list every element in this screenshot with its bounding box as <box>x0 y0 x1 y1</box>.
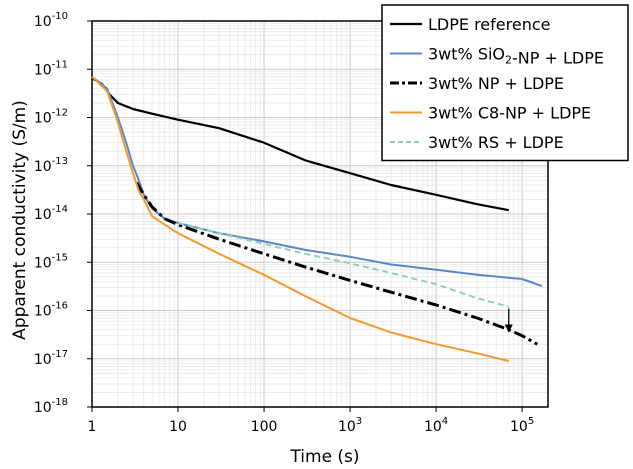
series-line-2 <box>135 181 539 346</box>
x-axis-label: Time (s) <box>289 447 359 467</box>
legend-label-1: 3wt% SiO2-NP + LDPE <box>428 45 604 68</box>
data-series <box>91 75 543 362</box>
x-tick-label: 104 <box>424 416 448 435</box>
y-tick-label: 10-14 <box>34 204 68 223</box>
y-tick-label: 10-12 <box>34 108 68 127</box>
y-tick-label: 10-10 <box>34 11 68 30</box>
y-tick-label: 10-13 <box>34 156 68 175</box>
y-tick-label: 10-16 <box>34 301 68 320</box>
axis-ticks: 1 10 100 103 104 105 10-10 10-11 10-12 10-13 10-14… <box>34 11 534 435</box>
y-tick-label: 10-15 <box>34 252 68 271</box>
legend-label-4: 3wt% RS + LDPE <box>428 133 564 152</box>
legend-label-0: LDPE reference <box>428 15 550 34</box>
legend: LDPE reference 3wt% SiO2-NP + LDPE 3wt% NP… <box>381 4 629 162</box>
y-tick-label: 10-17 <box>34 349 68 368</box>
legend-label-3: 3wt% C8-NP + LDPE <box>428 104 591 123</box>
series-line-3 <box>91 75 510 362</box>
y-axis-label: Apparent conductivity (S/m) <box>10 100 30 340</box>
x-tick-label: 105 <box>510 416 534 435</box>
arrow-head <box>504 324 513 333</box>
series-line-4 <box>177 222 510 308</box>
series-line-0 <box>91 77 510 212</box>
annotations <box>504 308 513 333</box>
x-tick-label: 1 <box>88 419 97 435</box>
x-tick-label: 100 <box>251 419 278 435</box>
y-tick-label: 10-11 <box>34 59 68 78</box>
legend-label-2: 3wt% NP + LDPE <box>428 74 564 93</box>
x-tick-label: 103 <box>338 416 362 435</box>
legend-box <box>381 4 629 162</box>
x-tick-label: 10 <box>169 419 187 435</box>
y-tick-label: 10-18 <box>34 397 68 416</box>
